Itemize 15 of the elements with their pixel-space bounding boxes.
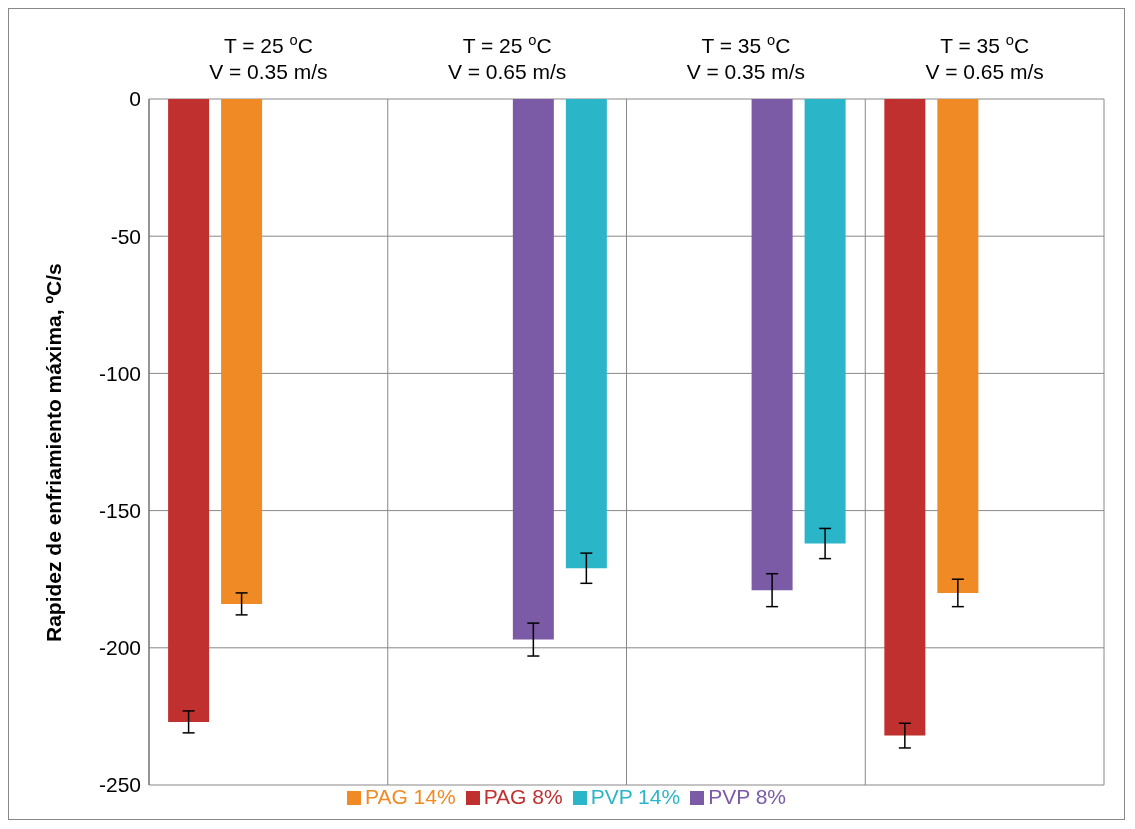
x-tick-label: T = 25 $^{o}$C V = 0.35 m/s <box>209 32 328 83</box>
legend-label: PAG 14% <box>365 785 456 808</box>
y-axis-title: Rapidez de enfriamiento máxima, ºC/s <box>42 263 66 642</box>
legend-label: PVP 14% <box>590 785 681 808</box>
y-tick-label: -50 <box>110 224 141 248</box>
legend-label: PAG 8% <box>483 785 563 808</box>
x-tick-label: T = 35 $^{o}$C V = 0.35 m/s <box>686 32 806 83</box>
x-tick-label: T = 25 $^{o}$C V = 0.65 m/s <box>447 32 567 83</box>
y-tick-label: -200 <box>98 636 141 660</box>
y-tick-label: -150 <box>98 499 141 523</box>
x-tick-label: T = 35 $^{o}$C V = 0.65 m/s <box>925 32 1044 83</box>
y-tick-label: -250 <box>98 773 141 797</box>
legend-label: PVP 8% <box>708 785 786 808</box>
y-tick-label: -100 <box>98 361 141 385</box>
y-tick-label: 0 <box>129 87 141 111</box>
